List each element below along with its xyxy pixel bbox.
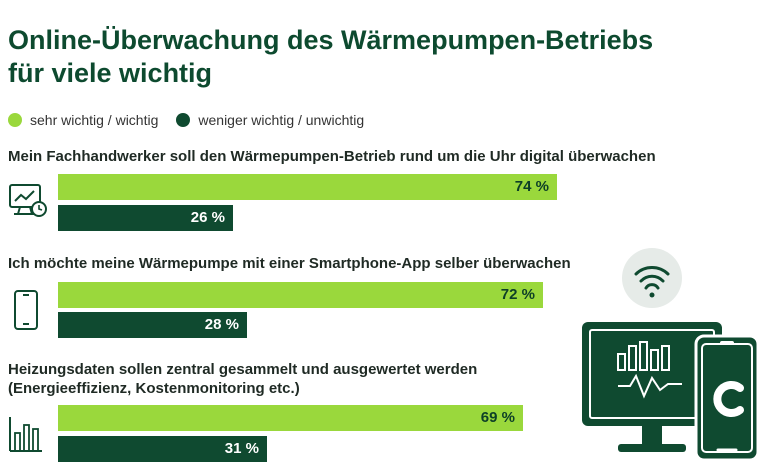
legend-item-positive: sehr wichtig / wichtig [8, 112, 158, 128]
legend-label-negative: weniger wichtig / unwichtig [198, 112, 365, 128]
chart-title: Online-Überwachung des Wärmepumpen-Betri… [8, 24, 748, 90]
wifi-icon [622, 248, 682, 308]
question-1: Mein Fachhandwerker soll den Wärmepumpen… [8, 147, 656, 166]
legend-swatch-positive [8, 113, 22, 127]
phone-icon [694, 334, 760, 462]
question-3-line-1: Heizungsdaten sollen zentral gesammelt u… [8, 361, 478, 378]
bar-question-1-positive: 74 % [58, 174, 557, 200]
legend-label-positive: sehr wichtig / wichtig [30, 112, 159, 128]
question-1-line-1: Mein Fachhandwerker soll den Wärmepumpen… [8, 148, 656, 165]
question-3-line-2: (Energieeffizienz, Kostenmonitoring etc.… [8, 380, 300, 397]
question-3: Heizungsdaten sollen zentral gesammelt u… [8, 360, 477, 398]
monitor-clock-icon [9, 184, 47, 217]
smartphone-icon [14, 290, 38, 330]
bar-question-3-negative: 31 % [58, 436, 267, 462]
legend-swatch-negative [176, 113, 191, 127]
bar-label-question-1-negative: 26 % [190, 209, 225, 226]
bar-chart-icon [9, 417, 42, 452]
chart-title-line-2: für viele wichtig [8, 58, 213, 88]
bar-label-question-3-negative: 31 % [224, 440, 259, 457]
bar-label-question-1-positive: 74 % [514, 178, 549, 195]
bar-question-1-negative: 26 % [58, 205, 233, 231]
bar-question-2-negative: 28 % [58, 312, 247, 338]
bar-question-2-positive: 72 % [58, 282, 543, 308]
bar-label-question-2-positive: 72 % [500, 286, 535, 303]
legend: sehr wichtig / wichtig weniger wichtig /… [8, 112, 382, 128]
bar-label-question-2-negative: 28 % [204, 316, 239, 333]
question-2: Ich möchte meine Wärmepumpe mit einer Sm… [8, 254, 571, 273]
monitoring-illustration [582, 248, 760, 462]
legend-item-negative: weniger wichtig / unwichtig [176, 112, 364, 128]
bar-question-3-positive: 69 % [58, 405, 523, 431]
bar-label-question-3-positive: 69 % [480, 409, 515, 426]
chart-title-line-1: Online-Überwachung des Wärmepumpen-Betri… [8, 25, 654, 55]
question-2-line-1: Ich möchte meine Wärmepumpe mit einer Sm… [8, 255, 571, 272]
